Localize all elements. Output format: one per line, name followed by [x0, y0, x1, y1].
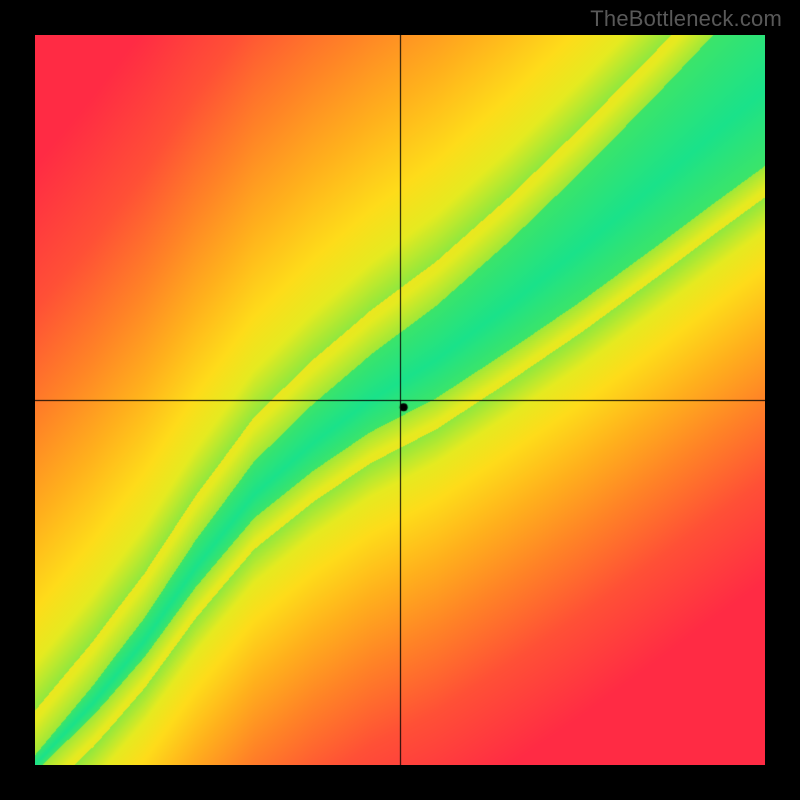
watermark-label: TheBottleneck.com — [590, 6, 782, 32]
heatmap-canvas — [35, 35, 765, 765]
plot-area — [35, 35, 765, 765]
chart-container: TheBottleneck.com — [0, 0, 800, 800]
